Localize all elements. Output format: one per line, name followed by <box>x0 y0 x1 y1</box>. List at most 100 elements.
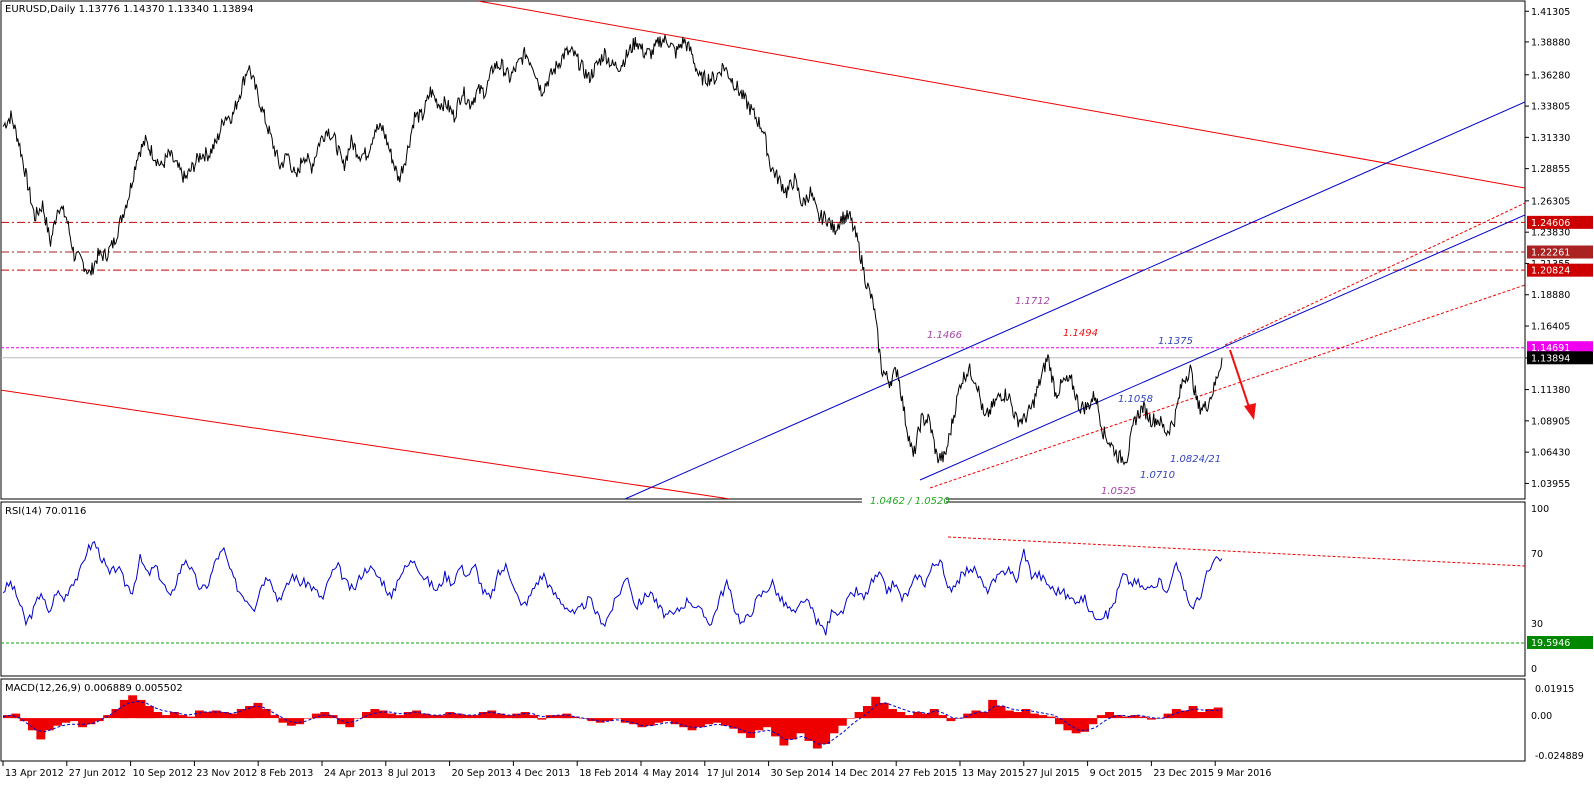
macd-histogram-bar <box>712 718 722 723</box>
rsi-axis-tick-label: 100 <box>1531 504 1549 515</box>
price-panel-header: EURUSD,Daily 1.13776 1.14370 1.13340 1.1… <box>5 4 254 15</box>
macd-histogram-bar <box>353 718 363 719</box>
macd-axis-tick-label: 0.00 <box>1531 711 1552 722</box>
macd-histogram-bar <box>19 718 29 722</box>
macd-histogram-bar <box>654 718 664 723</box>
macd-histogram-bar <box>554 715 563 719</box>
macd-histogram-bar <box>746 718 755 738</box>
time-axis-tick-label: 4 May 2014 <box>643 768 699 779</box>
rsi-panel-header: RSI(14) 70.0116 <box>5 506 86 517</box>
macd-histogram-bar <box>36 718 46 740</box>
macd-histogram-bar <box>687 718 697 731</box>
macd-histogram-bar <box>111 709 121 719</box>
macd-histogram-bar <box>487 710 497 719</box>
price-level-badge-label: 1.22261 <box>1531 248 1570 259</box>
price-level-badge-label: 1.20824 <box>1531 266 1570 277</box>
macd-histogram-bar <box>1013 712 1023 719</box>
macd-histogram-bar <box>645 718 655 726</box>
macd-histogram-bar <box>303 718 313 719</box>
panel-frames <box>0 0 1526 762</box>
macd-histogram-bar <box>837 718 847 726</box>
macd-histogram-bar <box>762 718 772 728</box>
time-axis: 13 Apr 2012 27 Jun 2012 10 Sep 2012 23 Nov … <box>2 761 1271 779</box>
macd-histogram-bar <box>679 718 689 728</box>
macd-histogram-bar <box>504 715 513 719</box>
macd-histogram-bar <box>595 718 605 723</box>
macd-histogram-bar <box>963 713 973 719</box>
macd-histogram-bar <box>812 718 822 749</box>
macd-histogram-bar <box>545 715 555 719</box>
macd-histogram <box>3 695 1223 749</box>
macd-histogram-bar <box>696 718 705 728</box>
time-axis-tick-label: 9 Mar 2016 <box>1217 768 1271 779</box>
macd-histogram-bar <box>228 713 238 719</box>
macd-histogram-bar <box>44 718 54 731</box>
time-axis-tick-label: 20 Sep 2013 <box>452 768 512 779</box>
macd-histogram-bar <box>637 718 647 728</box>
annotation-label: 1.1712 <box>1015 296 1050 307</box>
channel-upper-red-line <box>477 1 1525 189</box>
macd-histogram-bar <box>203 712 213 719</box>
macd-histogram-bar <box>236 709 246 719</box>
rsi-axis-tick-label: 30 <box>1531 619 1543 630</box>
macd-histogram-bar <box>913 712 922 719</box>
macd-histogram-bar <box>537 718 547 720</box>
macd-histogram-bar <box>938 715 947 719</box>
macd-histogram-bar <box>412 710 421 719</box>
annotation-label: 1.0710 <box>1140 470 1175 481</box>
price-axis-tick-label: 1.08905 <box>1531 416 1570 427</box>
macd-histogram-bar <box>1096 715 1106 719</box>
macd-histogram-bar <box>871 696 881 719</box>
macd-histogram-bar <box>1180 710 1190 719</box>
price-axis-tick-label: 1.41305 <box>1531 7 1570 18</box>
macd-histogram-bar <box>629 718 639 725</box>
trend-channel-lines <box>1 1 1525 499</box>
macd-histogram-bar <box>86 718 96 725</box>
macd-histogram-bar <box>128 695 138 719</box>
macd-histogram-bar <box>863 706 872 719</box>
channel-lower-red-line <box>1 389 731 499</box>
annotation-label: 1.0824/21 <box>1170 454 1221 465</box>
macd-axis-tick-label: 0.01915 <box>1535 684 1574 695</box>
macd-histogram-bar <box>879 702 889 719</box>
macd-histogram-bar <box>971 710 981 719</box>
annotation-label: 1.1375 <box>1158 336 1193 347</box>
macd-histogram-bar <box>337 718 346 725</box>
price-axis-tick-label: 1.11380 <box>1531 385 1570 396</box>
price-level-badge <box>1527 263 1593 277</box>
macd-histogram-bar <box>954 718 964 719</box>
macd-histogram-bar <box>1197 712 1206 719</box>
macd-histogram-bar <box>94 718 104 722</box>
macd-histogram-bar <box>220 712 229 719</box>
macd-histogram-bar <box>345 718 355 728</box>
macd-histogram-bar <box>979 712 989 719</box>
price-level-badge <box>1527 341 1593 355</box>
annotation-labels: 1.1712 1.1466 1.1494 1.1375 1.1058 1.082… <box>927 296 1221 497</box>
time-axis-tick-label: 30 Sep 2014 <box>771 768 831 779</box>
macd-histogram-bar <box>161 715 171 719</box>
macd-histogram-bar <box>245 706 254 719</box>
macd-axis-tick-label: -0.024889 <box>1535 751 1584 762</box>
macd-histogram-bar <box>195 710 204 719</box>
price-axis-tick-label: 1.36280 <box>1531 70 1570 81</box>
macd-histogram-bar <box>1188 706 1198 719</box>
macd-histogram-bar <box>1138 716 1148 719</box>
macd-histogram-bar <box>988 699 998 719</box>
price-panel: 1.1712 1.1466 1.1494 1.1375 1.1058 1.082… <box>1 1 1525 499</box>
time-axis-tick-label: 4 Dec 2013 <box>515 768 570 779</box>
macd-histogram-bar <box>662 718 672 722</box>
rsi-axis: 100 70 30 0 19.5946 <box>1527 504 1593 675</box>
macd-histogram-bar <box>854 712 864 719</box>
macd-histogram-bar <box>896 712 906 719</box>
macd-histogram-bar <box>529 715 538 719</box>
macd-histogram-bar <box>186 716 196 719</box>
price-axis-tick-label: 1.16405 <box>1531 322 1570 333</box>
macd-histogram-bar <box>11 713 21 719</box>
macd-histogram-bar <box>754 718 764 731</box>
rsi-trend-line <box>947 536 1526 567</box>
macd-histogram-bar <box>846 718 856 719</box>
macd-histogram-bar <box>211 710 221 719</box>
macd-histogram-bar <box>178 715 188 719</box>
macd-histogram-bar <box>771 718 780 737</box>
